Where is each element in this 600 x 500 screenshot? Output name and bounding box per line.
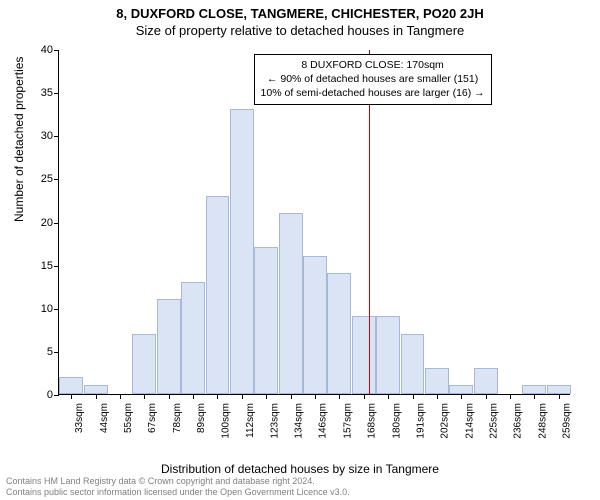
x-tick-label: 248sqm [537,403,548,439]
histogram-bar [327,273,351,394]
x-tick-mark [413,394,414,399]
x-tick-label: 146sqm [318,403,329,439]
y-tick: 10 [23,303,53,315]
histogram-bar [376,316,400,394]
histogram-bar [230,109,254,394]
x-tick-mark [437,394,438,399]
x-tick-mark [96,394,97,399]
x-tick-label: 259sqm [562,403,573,439]
x-tick-mark [339,394,340,399]
x-tick-label: 236sqm [513,403,524,439]
callout-line1: 8 DUXFORD CLOSE: 170sqm [261,58,485,72]
x-tick-label: 112sqm [245,403,256,438]
x-tick-label: 214sqm [464,403,475,439]
histogram-bar [157,299,181,394]
y-tick: 30 [23,130,53,142]
histogram-bar [132,334,156,394]
y-tick: 15 [23,260,53,272]
x-tick-mark [144,394,145,399]
x-tick-mark [169,394,170,399]
histogram-bar [206,196,230,394]
histogram-bar [522,385,546,394]
x-tick-label: 191sqm [416,403,427,439]
x-tick-mark [291,394,292,399]
x-tick-label: 134sqm [294,403,305,439]
x-tick-label: 123sqm [269,403,280,439]
x-tick-mark [217,394,218,399]
x-tick-label: 89sqm [196,403,207,433]
x-tick-mark [388,394,389,399]
x-tick-mark [510,394,511,399]
x-tick-label: 157sqm [342,403,353,439]
y-tick: 20 [23,217,53,229]
histogram-bar [547,385,571,394]
histogram-bar [254,247,278,394]
x-axis-label: Distribution of detached houses by size … [0,462,600,476]
histogram-bar [401,334,425,394]
x-tick-mark [364,394,365,399]
chart-plot-area: 051015202530354033sqm44sqm55sqm67sqm78sq… [58,50,570,395]
histogram-bar [181,282,205,394]
histogram-bar [425,368,449,394]
x-tick-label: 168sqm [367,403,378,439]
histogram-bar [474,368,498,394]
chart-title-subtitle: Size of property relative to detached ho… [0,21,600,38]
x-tick-mark [120,394,121,399]
x-tick-label: 100sqm [220,403,231,439]
x-tick-label: 202sqm [440,403,451,439]
x-tick-label: 44sqm [99,403,110,433]
x-tick-label: 225sqm [489,403,500,439]
chart-title-address: 8, DUXFORD CLOSE, TANGMERE, CHICHESTER, … [0,0,600,21]
y-tick: 40 [23,44,53,56]
x-tick-label: 33sqm [74,403,85,433]
x-tick-mark [315,394,316,399]
y-tick: 0 [23,389,53,401]
x-tick-label: 180sqm [391,403,402,439]
x-tick-mark [242,394,243,399]
footer-attribution: Contains HM Land Registry data © Crown c… [6,476,350,498]
x-tick-mark [461,394,462,399]
histogram-bar [59,377,83,394]
x-tick-mark [486,394,487,399]
y-tick: 25 [23,173,53,185]
x-tick-mark [71,394,72,399]
y-tick: 35 [23,87,53,99]
x-tick-mark [559,394,560,399]
footer-line2: Contains public sector information licen… [6,487,350,498]
histogram-bar [303,256,327,394]
histogram-bar [84,385,108,394]
x-tick-label: 67sqm [147,403,158,433]
histogram-bar [279,213,303,394]
x-tick-label: 78sqm [172,403,183,433]
callout-box: 8 DUXFORD CLOSE: 170sqm← 90% of detached… [254,54,492,105]
x-tick-mark [534,394,535,399]
callout-line3: 10% of semi-detached houses are larger (… [261,86,485,100]
callout-line2: ← 90% of detached houses are smaller (15… [261,72,485,86]
x-tick-mark [193,394,194,399]
x-tick-mark [266,394,267,399]
y-tick: 5 [23,346,53,358]
histogram-bar [352,316,376,394]
footer-line1: Contains HM Land Registry data © Crown c… [6,476,350,487]
x-tick-label: 55sqm [123,403,134,433]
histogram-bar [449,385,473,394]
